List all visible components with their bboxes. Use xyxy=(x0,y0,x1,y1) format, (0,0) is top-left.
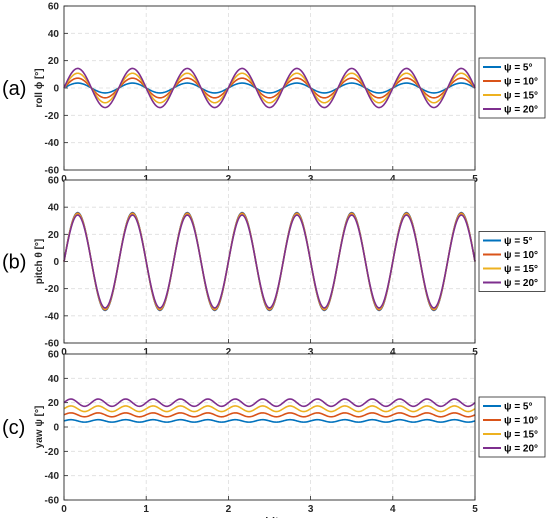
y-tick-label: -20 xyxy=(45,284,60,295)
y-tick-label: 60 xyxy=(48,2,60,13)
x-tick-label: 0 xyxy=(61,347,67,358)
y-tick-label: 0 xyxy=(53,423,59,434)
x-axis-label: orbits xyxy=(254,516,285,518)
y-tick-label: -40 xyxy=(45,138,60,149)
x-tick-label: 4 xyxy=(390,347,396,358)
legend-entry: ψ = 5° xyxy=(504,236,533,247)
y-tick-label: 0 xyxy=(53,84,59,95)
y-tick-label: -60 xyxy=(45,166,60,177)
legend-entry: ψ = 15° xyxy=(504,264,538,275)
y-tick-label: 60 xyxy=(48,176,60,187)
series-line-4 xyxy=(63,398,476,408)
axes-frame xyxy=(63,353,476,501)
legend-entry: ψ = 20° xyxy=(504,105,538,116)
x-tick-label: 3 xyxy=(308,174,314,185)
legend-entry: ψ = 10° xyxy=(504,416,538,427)
panel-label: (c) xyxy=(2,417,25,439)
x-tick-label: 2 xyxy=(226,504,232,515)
legend-entry: ψ = 10° xyxy=(504,77,538,88)
x-tick-label: 3 xyxy=(308,504,314,515)
panel-label: (b) xyxy=(2,252,26,274)
axes-frame xyxy=(63,179,476,344)
y-tick-label: -60 xyxy=(45,339,60,350)
y-tick-label: -20 xyxy=(45,447,60,458)
y-axis-label: roll ϕ [°] xyxy=(34,68,45,107)
y-tick-label: -60 xyxy=(45,496,60,507)
legend-entry: ψ = 15° xyxy=(504,91,538,102)
y-tick-label: 0 xyxy=(53,257,59,268)
y-axis-label: pitch θ [°] xyxy=(34,239,45,285)
panel-label: (a) xyxy=(2,78,26,100)
series-line-3 xyxy=(63,405,476,413)
x-tick-label: 2 xyxy=(226,347,232,358)
legend-entry: ψ = 5° xyxy=(504,402,533,413)
y-tick-label: 20 xyxy=(48,230,60,241)
y-tick-label: -20 xyxy=(45,111,60,122)
y-axis-label: yaw ψ [°] xyxy=(34,406,45,449)
axes-frame xyxy=(63,5,476,171)
x-tick-label: 5 xyxy=(472,347,478,358)
series-line-2 xyxy=(63,412,476,418)
legend-entry: ψ = 20° xyxy=(504,278,538,289)
series-line-2 xyxy=(63,212,476,311)
x-tick-label: 3 xyxy=(308,347,314,358)
x-tick-label: 4 xyxy=(390,504,396,515)
x-tick-label: 5 xyxy=(472,174,478,185)
series-line-3 xyxy=(63,72,476,104)
series-line-2 xyxy=(63,77,476,99)
y-tick-label: 40 xyxy=(48,29,60,40)
x-tick-label: 0 xyxy=(61,504,67,515)
x-tick-label: 5 xyxy=(472,504,478,515)
series-line-4 xyxy=(63,214,476,309)
series-line-1 xyxy=(63,82,476,94)
x-tick-label: 1 xyxy=(143,347,149,358)
y-tick-label: -40 xyxy=(45,311,60,322)
y-tick-label: 40 xyxy=(48,374,60,385)
series-line-1 xyxy=(63,418,476,423)
y-tick-label: -40 xyxy=(45,471,60,482)
legend-entry: ψ = 20° xyxy=(504,444,538,455)
series-line-3 xyxy=(63,213,476,310)
legend-entry: ψ = 10° xyxy=(504,250,538,261)
y-tick-label: 20 xyxy=(48,56,60,67)
x-tick-label: 1 xyxy=(143,504,149,515)
y-tick-label: 60 xyxy=(48,350,60,361)
x-tick-label: 2 xyxy=(226,174,232,185)
y-tick-label: 20 xyxy=(48,398,60,409)
legend-entry: ψ = 15° xyxy=(504,430,538,441)
legend-entry: ψ = 5° xyxy=(504,63,533,74)
x-tick-label: 0 xyxy=(61,174,67,185)
series-line-4 xyxy=(63,67,476,109)
x-tick-label: 1 xyxy=(143,174,149,185)
x-tick-label: 4 xyxy=(390,174,396,185)
y-tick-label: 40 xyxy=(48,203,60,214)
